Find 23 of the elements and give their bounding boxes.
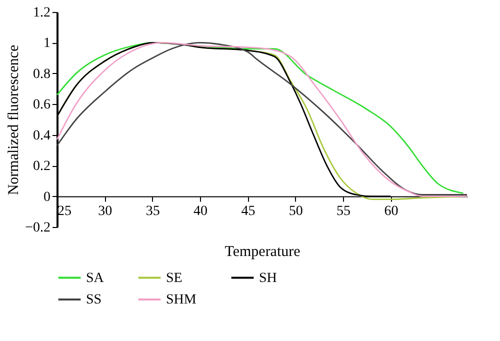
y-tick-label: 0.2: [33, 159, 50, 174]
legend-label: SHM: [166, 292, 197, 308]
legend-label: SS: [86, 292, 102, 308]
x-tick-label: 35: [146, 204, 160, 219]
y-tick-label: 0.4: [33, 128, 50, 144]
y-tick-label: 1: [44, 36, 50, 52]
y-tick-label: 0: [44, 190, 50, 205]
y-tick-label: 0.6: [33, 98, 50, 113]
x-axis-title: Temperature: [224, 244, 301, 260]
x-tick-label: 50: [288, 204, 303, 219]
x-tick-label: 40: [194, 204, 208, 219]
x-tick-label: 25: [58, 204, 72, 219]
x-tick-label: 55: [336, 204, 351, 219]
legend-label: SE: [166, 270, 182, 286]
x-tick-label: 30: [98, 204, 112, 219]
y-tick-label: 0.8: [33, 66, 50, 82]
x-tick-label: 60: [384, 204, 398, 219]
y-tick-label: −0.2: [25, 220, 50, 236]
y-axis-title: Normalized fluorescence: [6, 44, 22, 196]
y-tick-label: 1.2: [33, 6, 50, 20]
legend-label: SH: [259, 270, 277, 286]
legend-label: SA: [86, 270, 105, 286]
x-tick-label: 45: [241, 204, 256, 219]
